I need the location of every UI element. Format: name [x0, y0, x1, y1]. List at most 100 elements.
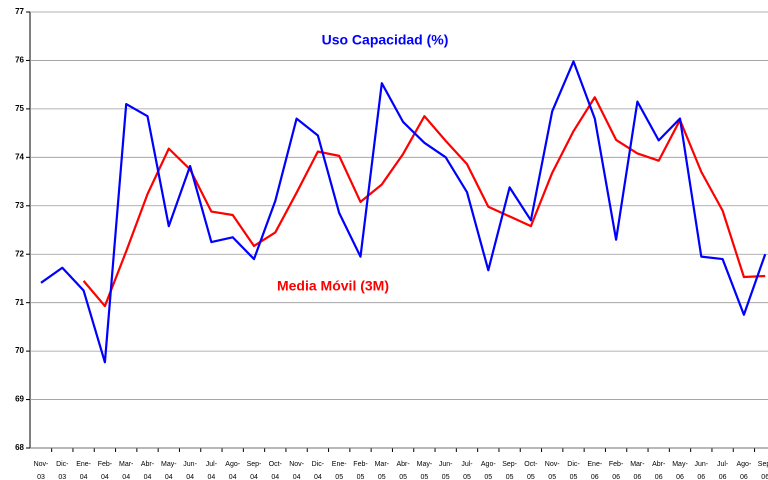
- x-tick-label-line: 04: [293, 474, 301, 480]
- x-tick-label-line: Sep-: [758, 461, 768, 468]
- x-tick-label-line: Jun-: [694, 461, 708, 468]
- x-tick-label-line: 06: [719, 474, 727, 480]
- x-tick-label: Jun- 05: [439, 461, 453, 480]
- x-tick-label-line: 04: [101, 474, 109, 480]
- x-tick-label-line: May-: [161, 461, 177, 468]
- x-tick-label-line: 06: [697, 474, 705, 480]
- x-tick-label: Nov- 05: [545, 461, 560, 480]
- x-tick-label-line: 05: [463, 474, 471, 480]
- x-tick-label: Dic- 03: [56, 461, 69, 480]
- x-tick-label-line: 04: [250, 474, 258, 480]
- x-tick-label-line: Ene-: [332, 461, 347, 468]
- x-tick-label-line: 05: [421, 474, 429, 480]
- x-tick-label-line: Dic-: [56, 461, 69, 468]
- x-tick-label-line: May-: [672, 461, 688, 468]
- x-tick-label-line: Ago-: [737, 461, 752, 468]
- x-tick-label-line: 05: [548, 474, 556, 480]
- x-tick-label-line: Ene-: [76, 461, 91, 468]
- x-tick-label-line: Sep-: [502, 461, 517, 468]
- x-tick-label-line: 04: [271, 474, 279, 480]
- x-tick-label-line: Dic-: [567, 461, 580, 468]
- x-tick-label: Abr- 05: [396, 461, 410, 480]
- x-tick-label-line: Abr-: [652, 461, 666, 468]
- x-tick-label-line: 03: [58, 474, 66, 480]
- x-tick-label-line: Abr-: [141, 461, 155, 468]
- x-tick-label: Feb- 05: [353, 461, 368, 480]
- x-tick-label: Mar- 05: [375, 461, 390, 480]
- x-tick-label-line: 06: [655, 474, 663, 480]
- x-tick-label-line: Mar-: [119, 461, 134, 468]
- x-tick-label-line: Abr-: [396, 461, 410, 468]
- x-tick-label-line: 04: [229, 474, 237, 480]
- x-tick-label: Abr- 06: [652, 461, 666, 480]
- x-tick-label-line: Sep-: [247, 461, 262, 468]
- x-tick-label-line: Nov-: [289, 461, 304, 468]
- y-tick-label: 72: [15, 249, 24, 258]
- x-tick-label-line: 04: [80, 474, 88, 480]
- x-tick-label-line: 04: [144, 474, 152, 480]
- x-tick-label: Feb- 04: [98, 461, 113, 480]
- x-tick-label-line: 05: [527, 474, 535, 480]
- x-tick-label: Jun- 04: [183, 461, 197, 480]
- x-tick-label: Ago- 04: [225, 461, 240, 480]
- x-tick-label-line: Jul-: [461, 461, 473, 468]
- y-tick-label: 75: [15, 104, 24, 113]
- x-tick-label-line: Oct-: [524, 461, 538, 468]
- x-tick-label-line: 03: [37, 474, 45, 480]
- x-tick-label: Mar- 06: [630, 461, 645, 480]
- x-tick-label-line: 06: [676, 474, 684, 480]
- y-tick-label: 74: [15, 152, 24, 161]
- x-tick-label: Oct- 05: [524, 461, 538, 480]
- x-tick-label: May- 04: [161, 461, 177, 480]
- y-tick-label: 71: [15, 298, 24, 307]
- y-tick-label: 73: [15, 201, 24, 210]
- x-tick-label-line: 04: [208, 474, 216, 480]
- x-tick-label-line: 06: [740, 474, 748, 480]
- x-tick-label-line: Feb-: [353, 461, 368, 468]
- x-tick-label-line: 04: [186, 474, 194, 480]
- x-tick-label-line: Ago-: [481, 461, 496, 468]
- x-tick-label-line: Dic-: [312, 461, 325, 468]
- x-tick-label-line: Mar-: [375, 461, 390, 468]
- x-tick-label-line: 06: [761, 474, 768, 480]
- x-tick-label-line: Ago-: [225, 461, 240, 468]
- x-tick-label-line: 06: [634, 474, 642, 480]
- x-tick-label: Nov- 04: [289, 461, 304, 480]
- x-tick-label-line: May-: [417, 461, 433, 468]
- x-tick-label: Mar- 04: [119, 461, 134, 480]
- x-tick-label-line: Nov-: [34, 461, 49, 468]
- series-line: [82, 96, 766, 308]
- x-tick-label-line: 06: [591, 474, 599, 480]
- x-tick-label: Oct- 04: [269, 461, 283, 480]
- x-tick-label: Dic- 05: [567, 461, 580, 480]
- x-tick-label-line: 05: [335, 474, 343, 480]
- x-tick-label-line: Ene-: [587, 461, 602, 468]
- x-tick-label: Feb- 06: [609, 461, 624, 480]
- y-tick-label: 77: [15, 7, 24, 16]
- x-tick-label: Nov- 03: [34, 461, 49, 480]
- y-tick-label: 76: [15, 56, 24, 65]
- x-tick-label: Jul- 05: [461, 461, 473, 480]
- x-tick-label: Sep- 06: [758, 461, 768, 480]
- x-tick-label: Jul- 06: [717, 461, 729, 480]
- y-tick-label: 69: [15, 395, 24, 404]
- x-tick-label-line: Jul-: [717, 461, 729, 468]
- x-tick-label-line: 04: [122, 474, 130, 480]
- x-tick-label-line: Mar-: [630, 461, 645, 468]
- x-tick-label: Ago- 06: [737, 461, 752, 480]
- x-tick-label: May- 06: [672, 461, 688, 480]
- x-tick-label: Ene- 05: [332, 461, 347, 480]
- x-tick-label-line: 05: [378, 474, 386, 480]
- x-tick-label-line: 06: [612, 474, 620, 480]
- x-tick-label-line: Jun-: [439, 461, 453, 468]
- x-tick-label-line: 04: [165, 474, 173, 480]
- x-tick-label-line: Nov-: [545, 461, 560, 468]
- x-tick-label-line: 05: [506, 474, 514, 480]
- series-label: Uso Capacidad (%): [322, 32, 449, 48]
- y-tick-label: 68: [15, 443, 24, 452]
- x-tick-label: May- 05: [417, 461, 433, 480]
- x-tick-label: Sep- 05: [502, 461, 517, 480]
- x-tick-label: Jul- 04: [206, 461, 218, 480]
- x-tick-label: Sep- 04: [247, 461, 262, 480]
